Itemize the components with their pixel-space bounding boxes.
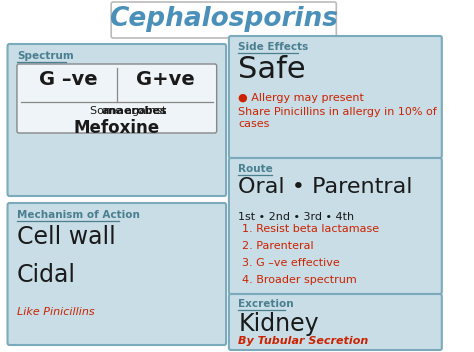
Text: Mechanism of Action: Mechanism of Action — [17, 210, 140, 220]
FancyBboxPatch shape — [229, 158, 442, 294]
Text: Cell wall: Cell wall — [17, 225, 116, 249]
FancyBboxPatch shape — [8, 44, 226, 196]
Text: G –ve: G –ve — [38, 70, 97, 89]
Text: By Tubular Secretion: By Tubular Secretion — [238, 336, 369, 346]
Text: 1. Resist beta lactamase: 1. Resist beta lactamase — [242, 224, 379, 234]
Text: Oral • Parentral: Oral • Parentral — [238, 177, 413, 197]
Text: Some against: Some against — [91, 106, 170, 116]
FancyBboxPatch shape — [17, 64, 217, 133]
FancyBboxPatch shape — [8, 203, 226, 345]
Text: ● Allergy may present: ● Allergy may present — [238, 93, 364, 103]
FancyBboxPatch shape — [229, 294, 442, 350]
Text: G+ve: G+ve — [137, 70, 195, 89]
Text: Route: Route — [238, 164, 273, 174]
Text: Kidney: Kidney — [238, 312, 319, 336]
Text: 3. G –ve effective: 3. G –ve effective — [242, 258, 340, 268]
Text: Spectrum: Spectrum — [17, 51, 73, 61]
Text: anaerobes: anaerobes — [101, 106, 166, 116]
Text: Excretion: Excretion — [238, 299, 294, 309]
Text: 2. Parenteral: 2. Parenteral — [242, 241, 314, 251]
Text: Cidal: Cidal — [17, 263, 76, 287]
Text: Side Effects: Side Effects — [238, 42, 309, 52]
FancyBboxPatch shape — [229, 36, 442, 158]
Text: Cephalosporins: Cephalosporins — [109, 6, 338, 32]
Text: Mefoxine: Mefoxine — [74, 119, 160, 137]
FancyBboxPatch shape — [111, 2, 337, 38]
Text: Like Pinicillins: Like Pinicillins — [17, 307, 95, 317]
Text: Share Pinicillins in allergy in 10% of: Share Pinicillins in allergy in 10% of — [238, 107, 437, 117]
Text: Safe: Safe — [238, 55, 306, 84]
Text: cases: cases — [238, 119, 270, 129]
Text: 1st • 2nd • 3rd • 4th: 1st • 2nd • 3rd • 4th — [238, 212, 355, 222]
Text: 4. Broader spectrum: 4. Broader spectrum — [242, 275, 357, 285]
